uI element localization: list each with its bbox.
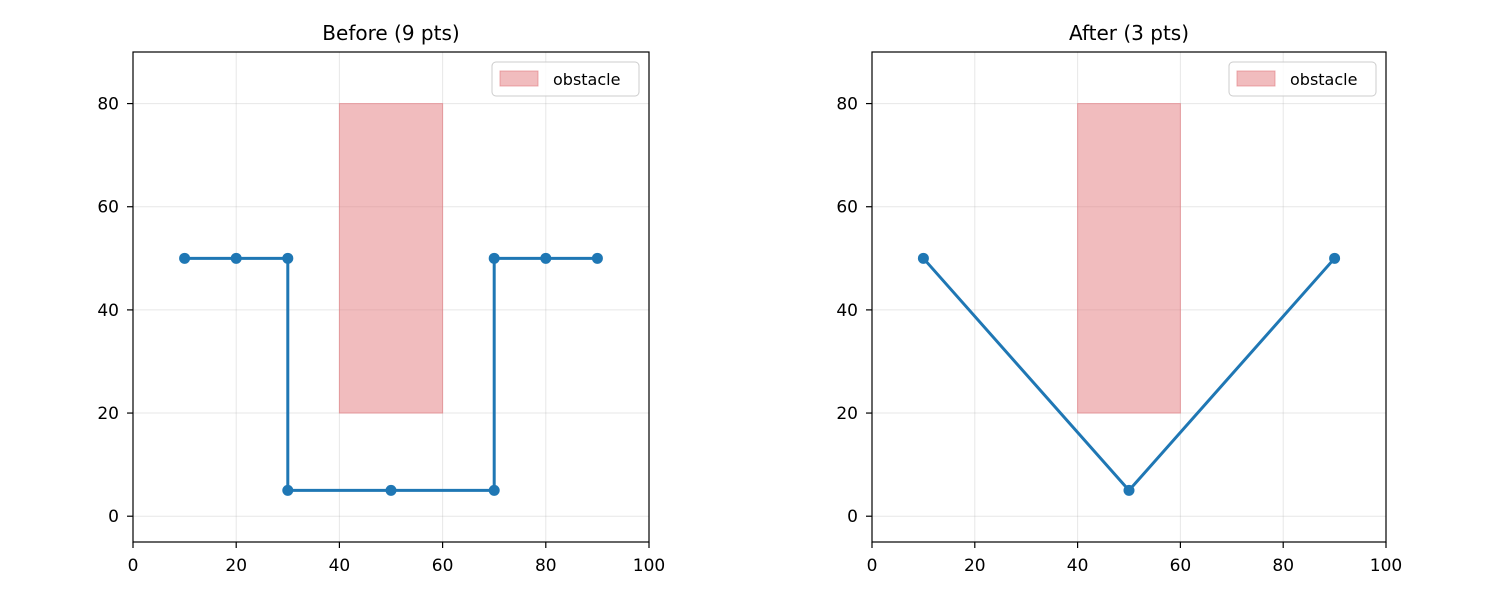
x-tick-label: 20 (964, 556, 986, 576)
y-tick-label: 80 (97, 95, 119, 115)
y-tick-label: 0 (847, 507, 858, 527)
after-panel: 0 20 40 60 80 100 0 20 40 60 80 After (3 pts) obstac… (836, 21, 1402, 576)
x-tick-label: 20 (225, 556, 247, 576)
obstacle-rect (338, 103, 444, 414)
before-panel: 0 20 40 60 80 100 0 20 40 60 80 Before (9 pts) obsta… (97, 21, 665, 576)
x-tick-label: 0 (867, 556, 878, 576)
path-point (282, 484, 294, 496)
axes-frame (132, 51, 650, 543)
path-point (179, 252, 191, 264)
x-tick-label: 100 (1370, 556, 1402, 576)
y-tick-label: 40 (97, 301, 119, 321)
x-tick-label: 40 (1067, 556, 1089, 576)
path-point (540, 252, 552, 264)
y-tick-label: 0 (108, 507, 119, 527)
path-point (230, 252, 242, 264)
x-tick-label: 0 (128, 556, 139, 576)
chart-title: After (3 pts) (1069, 21, 1189, 45)
obstacle-rect (1077, 103, 1181, 414)
path-point (1123, 484, 1135, 496)
x-tick-label: 60 (432, 556, 454, 576)
y-tick-label: 60 (836, 198, 858, 218)
y-tick-label: 40 (836, 301, 858, 321)
x-tick-label: 40 (329, 556, 351, 576)
path-point (917, 252, 929, 264)
x-tick-label: 100 (633, 556, 665, 576)
axes-frame (871, 51, 1387, 543)
path-point (488, 484, 500, 496)
x-tick-label: 80 (1272, 556, 1294, 576)
path-point (385, 484, 397, 496)
path-point (591, 252, 603, 264)
legend-swatch (1236, 70, 1276, 87)
legend-swatch (499, 70, 539, 87)
y-tick-label: 80 (836, 95, 858, 115)
legend-label: obstacle (1290, 70, 1357, 89)
legend-label: obstacle (553, 70, 620, 89)
chart-title: Before (9 pts) (322, 21, 459, 45)
y-tick-label: 20 (836, 404, 858, 424)
x-tick-label: 80 (535, 556, 557, 576)
path-point (488, 252, 500, 264)
y-tick-label: 20 (97, 404, 119, 424)
path-point (282, 252, 294, 264)
y-tick-label: 60 (97, 198, 119, 218)
x-tick-label: 60 (1170, 556, 1192, 576)
path-point (1329, 252, 1341, 264)
